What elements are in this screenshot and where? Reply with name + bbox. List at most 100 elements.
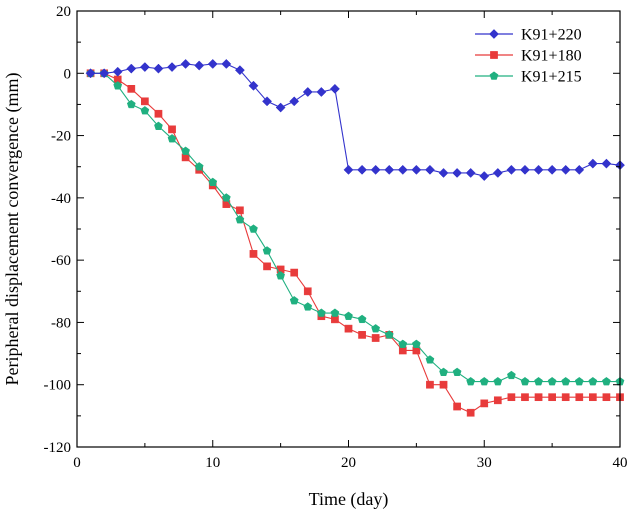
series-k91-220 bbox=[85, 58, 625, 182]
data-point-k91-215 bbox=[289, 296, 299, 305]
data-point-k91-220 bbox=[574, 164, 585, 175]
x-tick-label: 10 bbox=[205, 455, 220, 471]
data-point-k91-180 bbox=[371, 334, 380, 342]
data-point-k91-180 bbox=[561, 393, 570, 402]
data-point-k91-180 bbox=[521, 393, 529, 402]
x-tick-label: 0 bbox=[73, 455, 81, 471]
data-point-k91-220 bbox=[492, 167, 503, 178]
data-point-k91-220 bbox=[547, 164, 558, 175]
y-tick-label: -20 bbox=[51, 129, 71, 145]
data-point-k91-180 bbox=[480, 399, 489, 408]
data-point-k91-220 bbox=[424, 164, 435, 175]
data-point-k91-220 bbox=[479, 171, 490, 182]
data-point-k91-180 bbox=[141, 97, 149, 106]
legend-marker-k91-220 bbox=[489, 29, 499, 39]
legend: K91+220 K91+180 K91+215 bbox=[475, 27, 582, 86]
data-point-k91-180 bbox=[439, 380, 448, 389]
y-tick-label: -60 bbox=[51, 253, 71, 269]
y-tick-label: -80 bbox=[51, 315, 71, 331]
data-point-k91-220 bbox=[370, 164, 381, 175]
data-point-k91-220 bbox=[194, 60, 205, 71]
data-point-k91-215 bbox=[588, 376, 598, 386]
data-point-k91-215 bbox=[602, 376, 611, 386]
data-point-k91-220 bbox=[329, 83, 340, 94]
data-point-k91-220 bbox=[533, 164, 544, 175]
data-point-k91-215 bbox=[194, 162, 204, 171]
data-point-k91-180 bbox=[493, 396, 502, 405]
data-point-k91-215 bbox=[221, 193, 231, 202]
data-point-k91-180 bbox=[263, 262, 271, 271]
data-point-k91-215 bbox=[439, 367, 448, 376]
data-point-k91-220 bbox=[180, 58, 191, 69]
data-point-k91-215 bbox=[154, 121, 163, 130]
legend-label-k91-220: K91+220 bbox=[521, 27, 582, 44]
data-point-k91-220 bbox=[560, 164, 571, 175]
data-point-k91-220 bbox=[520, 164, 530, 175]
data-point-k91-220 bbox=[275, 102, 286, 113]
y-tick-label: -120 bbox=[44, 440, 72, 456]
y-tick-label: -100 bbox=[44, 378, 72, 394]
legend-marker-k91-215 bbox=[489, 71, 499, 80]
series-line-k91-215 bbox=[90, 72, 620, 383]
data-point-k91-215 bbox=[425, 355, 435, 364]
y-axis-title: Peripheral displacement convergence (mm) bbox=[2, 72, 23, 385]
legend-label-k91-215: K91+215 bbox=[521, 69, 582, 86]
data-point-k91-180 bbox=[602, 393, 611, 402]
data-point-k91-215 bbox=[316, 308, 326, 317]
data-point-k91-220 bbox=[302, 87, 313, 97]
data-point-k91-180 bbox=[453, 402, 461, 411]
data-point-k91-215 bbox=[126, 99, 136, 109]
x-tick-label: 20 bbox=[341, 455, 356, 471]
data-point-k91-180 bbox=[127, 85, 136, 93]
data-point-k91-180 bbox=[249, 250, 258, 258]
data-point-k91-215 bbox=[411, 339, 421, 348]
data-point-k91-215 bbox=[249, 224, 258, 233]
data-point-k91-180 bbox=[589, 393, 597, 402]
data-point-k91-180 bbox=[168, 125, 176, 134]
legend-marker-k91-180 bbox=[490, 51, 498, 59]
data-point-k91-215 bbox=[561, 376, 571, 386]
x-axis-title: Time (day) bbox=[309, 489, 389, 510]
data-point-k91-220 bbox=[85, 68, 96, 79]
x-tick-label: 40 bbox=[613, 455, 628, 471]
data-point-k91-215 bbox=[167, 134, 177, 143]
data-point-k91-215 bbox=[398, 339, 408, 348]
data-point-k91-220 bbox=[207, 58, 218, 69]
data-point-k91-180 bbox=[426, 380, 434, 389]
data-point-k91-180 bbox=[534, 393, 543, 402]
x-tick-label: 30 bbox=[477, 455, 492, 471]
data-point-k91-215 bbox=[330, 308, 340, 317]
data-point-k91-220 bbox=[357, 164, 368, 175]
data-point-k91-215 bbox=[181, 146, 190, 155]
data-point-k91-215 bbox=[493, 376, 503, 386]
data-point-k91-220 bbox=[112, 66, 123, 77]
data-point-k91-220 bbox=[289, 96, 300, 107]
data-point-k91-220 bbox=[384, 164, 395, 175]
data-point-k91-215 bbox=[384, 330, 394, 339]
data-point-k91-180 bbox=[548, 393, 556, 402]
data-point-k91-220 bbox=[153, 63, 164, 74]
data-point-k91-220 bbox=[397, 164, 408, 175]
data-point-k91-215 bbox=[262, 246, 272, 255]
data-point-k91-180 bbox=[236, 206, 244, 215]
data-point-k91-180 bbox=[507, 393, 516, 402]
data-point-k91-220 bbox=[221, 58, 232, 69]
y-tick-label: -40 bbox=[51, 191, 71, 207]
data-point-k91-215 bbox=[507, 370, 516, 380]
data-point-k91-215 bbox=[452, 367, 462, 376]
data-point-k91-215 bbox=[235, 215, 245, 224]
series-line-k91-220 bbox=[90, 63, 621, 177]
data-point-k91-220 bbox=[126, 63, 137, 74]
data-point-k91-215 bbox=[534, 376, 543, 386]
data-point-k91-180 bbox=[575, 393, 584, 402]
data-point-k91-220 bbox=[234, 65, 245, 76]
data-point-k91-215 bbox=[303, 302, 313, 311]
data-point-k91-180 bbox=[466, 408, 475, 417]
axis-ticks-layer: 0 10 20 30 40 20 0 -20 -40 -60 -80 -100 -120 bbox=[44, 4, 628, 471]
data-point-k91-215 bbox=[140, 106, 150, 115]
data-point-k91-220 bbox=[262, 96, 273, 107]
data-point-k91-180 bbox=[303, 287, 312, 296]
data-point-k91-220 bbox=[601, 158, 612, 169]
